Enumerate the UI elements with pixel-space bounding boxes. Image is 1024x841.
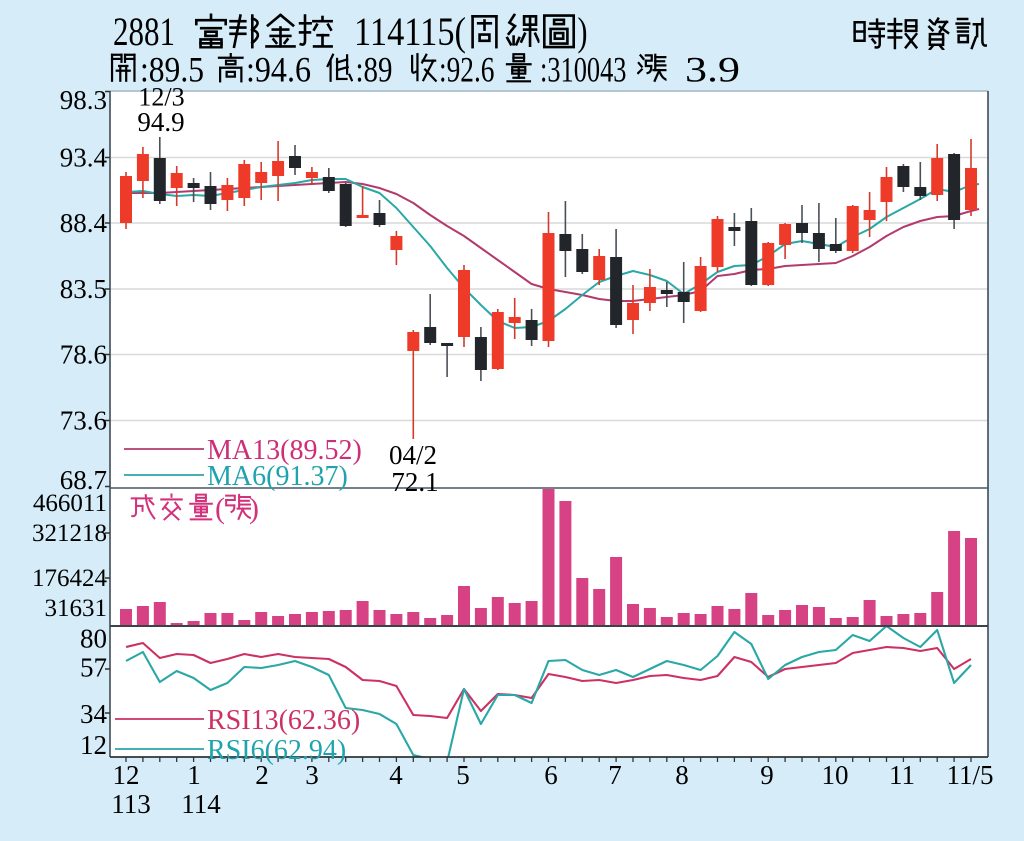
svg-text:68.7: 68.7 [60,465,107,495]
svg-text:83.5: 83.5 [60,274,107,304]
svg-text:34: 34 [80,699,108,729]
svg-text:94.9: 94.9 [137,107,184,137]
svg-text:321218: 321218 [32,520,107,547]
svg-text:2881: 2881 [113,9,175,54]
svg-text:RSI6(62.94): RSI6(62.94) [207,735,346,766]
svg-text:3.9: 3.9 [685,50,740,90]
svg-text:3: 3 [305,760,319,790]
svg-text:(: ( [215,492,225,525]
svg-text:): ) [578,9,588,54]
svg-text::89: :89 [356,50,393,90]
svg-text:176424: 176424 [32,565,108,592]
svg-text:4: 4 [389,760,403,790]
svg-text::89.5: :89.5 [140,50,204,90]
svg-text:): ) [249,492,259,525]
svg-text:11/5: 11/5 [947,760,994,790]
svg-text:6: 6 [544,760,558,790]
svg-text:1: 1 [187,760,201,790]
svg-text:113: 113 [111,789,151,819]
svg-text:93.4: 93.4 [60,143,108,173]
svg-text::92.6: :92.6 [439,50,495,90]
svg-text:114: 114 [181,789,221,819]
svg-text:7: 7 [608,760,622,790]
svg-text:57: 57 [80,653,107,683]
svg-text:12/3: 12/3 [138,83,184,112]
svg-text:5: 5 [456,760,470,790]
svg-text:04/2: 04/2 [389,440,437,470]
svg-text:466011: 466011 [33,490,107,517]
svg-text:78.6: 78.6 [60,340,107,370]
svg-text:12: 12 [113,760,140,790]
svg-text:MA13(89.52): MA13(89.52) [207,435,362,466]
svg-text::310043: :310043 [540,50,627,90]
svg-text:RSI13(62.36): RSI13(62.36) [207,705,360,736]
svg-text:98.3: 98.3 [60,85,107,115]
svg-text:MA6(91.37): MA6(91.37) [207,461,348,492]
svg-text:10: 10 [822,760,849,790]
svg-text:31631: 31631 [45,595,108,622]
svg-text:73.6: 73.6 [60,406,107,436]
svg-text:88.4: 88.4 [60,208,108,238]
svg-text:80: 80 [80,624,107,654]
svg-text:114115(: 114115( [354,9,466,54]
svg-text:8: 8 [675,760,689,790]
svg-text::94.6: :94.6 [246,50,311,90]
svg-text:12: 12 [80,730,107,760]
svg-text:2: 2 [255,760,269,790]
svg-text:72.1: 72.1 [391,467,438,497]
svg-text:9: 9 [760,760,774,790]
svg-text:11: 11 [889,760,915,790]
